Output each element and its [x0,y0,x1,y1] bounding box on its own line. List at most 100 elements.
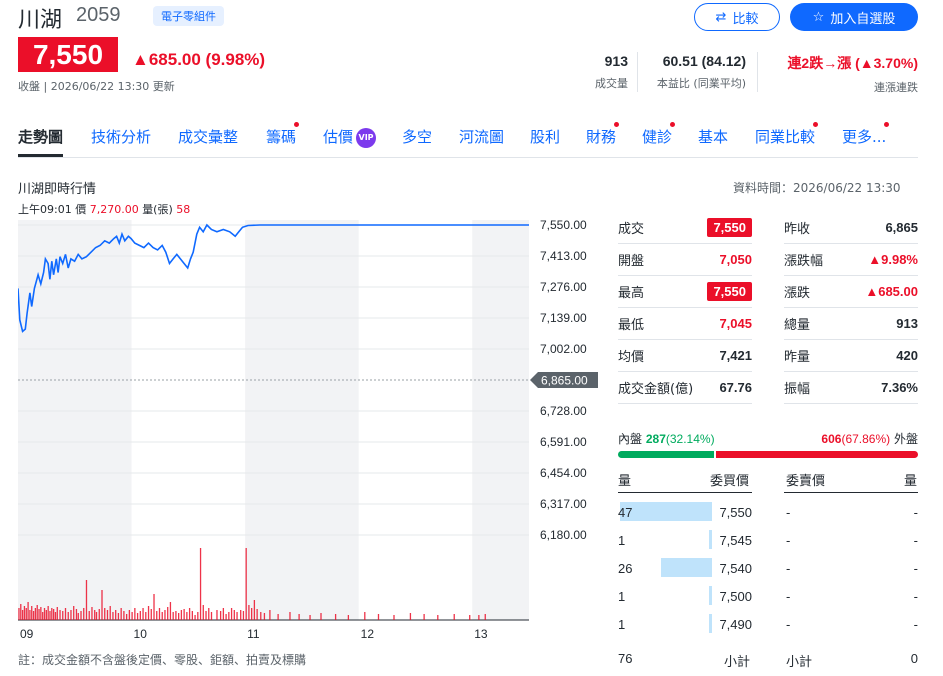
bid-total: 76 [618,651,633,666]
bid-price: 7,490 [719,617,752,632]
quote-value: 7,050 [719,252,752,267]
bid-depth-bar [661,558,712,577]
tab-more[interactable]: 更多... [842,122,889,147]
quote-row: 總量 913 [784,308,918,340]
quote-label: 漲跌 [784,286,811,301]
volume-bar [45,610,47,620]
volume-bar [95,612,98,620]
inner-bar [618,451,714,458]
volume-bar [194,615,196,620]
ask-price: - [786,533,791,548]
inner-label: 內盤 [618,432,643,446]
volume-bar [98,609,100,620]
volume-bar [233,610,235,620]
volume-bar [289,612,291,620]
tab-financial[interactable]: 財務 [586,122,619,147]
tab-chips[interactable]: 籌碼 [266,122,299,147]
intraday-chart[interactable]: 7,550.00 7,413.00 7,276.00 7,139.00 7,002.00… [18,215,598,645]
tab-valuation[interactable]: 估價 VIP [323,126,377,148]
bid-depth-bar [709,530,712,549]
reference-price-marker: 6,865.00 [530,372,598,388]
hour-band [18,220,132,620]
stock-code: 2059 [76,4,121,26]
volume-bar [38,609,40,620]
volume-bar [23,606,26,620]
bid-price: 7,540 [719,561,752,576]
ask-qty: - [913,533,918,548]
tab-label: 同業比較 [755,128,816,146]
y-tick-label: 7,413.00 [540,249,587,263]
tab-peer-compare[interactable]: 同業比較 [755,122,818,147]
swap-arrows-icon: ⇄ [715,9,727,25]
volume-bar [158,608,161,620]
volume-bar [484,614,486,620]
divider [618,492,752,493]
quote-value: 6,865 [885,220,918,235]
volume-bar [120,608,122,620]
tab-trend[interactable]: 走勢圖 [18,126,64,157]
info-price-label: 價 [75,203,87,216]
tab-river-chart[interactable]: 河流圖 [459,126,504,147]
volume-bar [180,610,183,620]
quote-value: 7,550 [707,282,752,301]
quote-value: 420 [896,348,918,363]
ask-qty-header: 量 [904,474,918,489]
volume-bar [334,614,337,620]
tab-health[interactable]: 健診 [642,122,675,147]
volume-bar [216,610,218,620]
tab-technical[interactable]: 技術分析 [91,126,151,147]
volume-bar [70,610,72,620]
stat-value: 913 [604,53,628,69]
compare-button[interactable]: ⇄ 比較 [694,3,780,31]
volume-bar [27,602,29,620]
stat-value: 連2跌→漲 (▲3.70%) [787,55,918,71]
x-tick-label: 13 [474,627,488,641]
bid-qty-header: 量 [618,474,632,489]
volume-bar [469,615,471,620]
quote-label: 開盤 [618,254,645,269]
volume-bar [51,608,53,620]
current-price: 7,550 [18,37,118,72]
y-tick-label: 7,002.00 [540,342,587,356]
volume-bar [202,605,204,620]
volume-bar [309,615,311,620]
notification-dot [884,122,889,127]
volume-bar [123,611,125,620]
quote-value: 913 [896,316,918,331]
volume-bar [34,608,37,620]
volume-bar [115,610,117,620]
y-tick-label: 6,317.00 [540,497,587,511]
volume-bar [269,610,271,620]
volume-bar [175,611,177,620]
volume-bar [437,615,439,620]
tab-dividend[interactable]: 股利 [530,126,560,147]
volume-bar [178,613,180,620]
volume-bar [83,608,85,620]
quote-row: 振幅 7.36% [784,372,918,404]
y-tick-label: 6,728.00 [540,404,587,418]
quote-row: 均價 7,421 [618,340,752,372]
stat-label: 本益比 (同業平均) [656,77,746,90]
order-row: 47 7,550 - - [618,499,918,527]
volume-bar [161,612,163,620]
notification-dot [614,122,619,127]
tab-label: 成交彙整 [178,128,239,146]
sector-tag[interactable]: 電子零組件 [153,6,224,26]
stat-volume: 913 成交量 [560,53,628,91]
quote-value: 7,421 [719,348,752,363]
tab-long-short[interactable]: 多空 [402,126,432,147]
quote-row: 昨量 420 [784,340,918,372]
volume-bar [42,612,44,620]
add-watchlist-button[interactable]: ☆ 加入自選股 [790,3,918,31]
star-icon: ☆ [812,9,825,25]
volume-bar [253,600,256,620]
tab-basic[interactable]: 基本 [698,126,728,147]
volume-bar [222,608,225,620]
quote-row: 成交 7,550 [618,212,752,244]
volume-bar [242,611,245,620]
tab-trade-summary[interactable]: 成交彙整 [178,126,238,147]
info-price: 7,270.00 [89,203,139,216]
tab-label: 走勢圖 [18,128,64,146]
ask-qty: - [913,617,918,632]
volume-bar [277,614,279,620]
